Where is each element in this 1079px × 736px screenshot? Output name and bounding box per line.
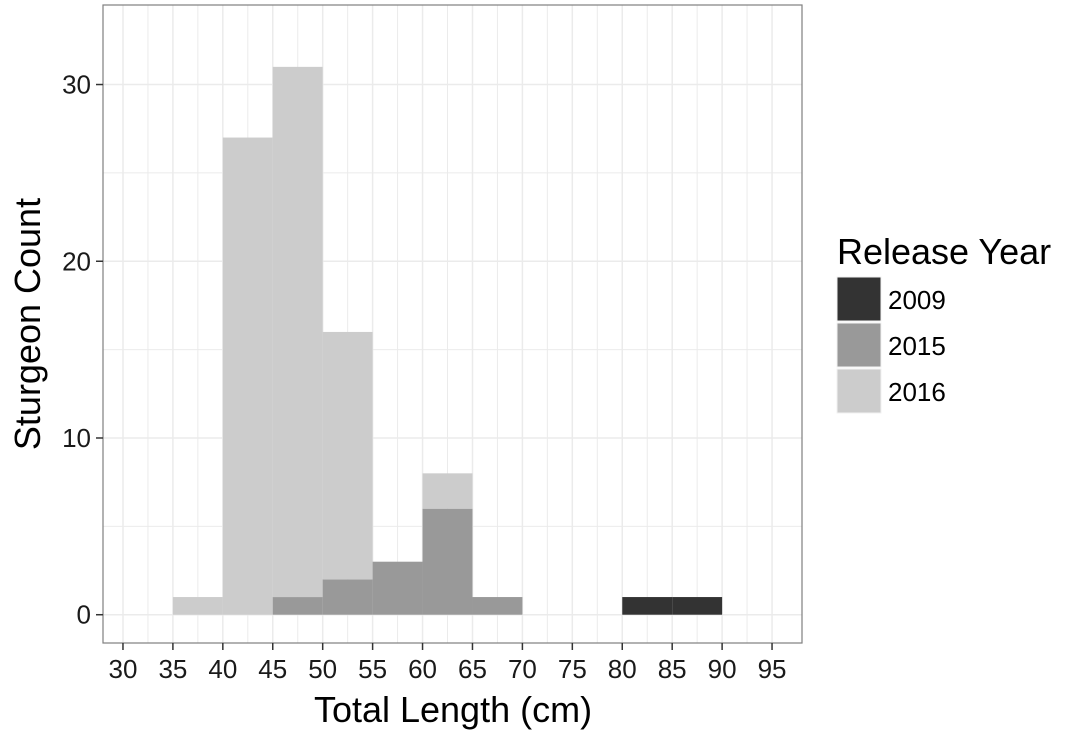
x-tick-label: 45 xyxy=(258,654,287,684)
x-axis-title: Total Length (cm) xyxy=(314,689,592,730)
x-tick-label: 90 xyxy=(708,654,737,684)
y-tick-label: 30 xyxy=(62,70,91,100)
bar-2015-60 xyxy=(422,508,473,615)
bar-2016-60 xyxy=(422,473,473,509)
x-tick-label: 80 xyxy=(608,654,637,684)
bar-2015-45 xyxy=(272,597,323,615)
bar-2015-50 xyxy=(322,579,373,615)
legend-label-2009: 2009 xyxy=(888,285,946,315)
legend-swatch-2009 xyxy=(837,277,881,321)
x-tick-label: 40 xyxy=(208,654,237,684)
x-tick-label: 70 xyxy=(508,654,537,684)
plot-panel xyxy=(102,4,803,644)
bar-2009-80 xyxy=(622,597,673,615)
x-tick-label: 65 xyxy=(458,654,487,684)
bar-2016-45 xyxy=(272,66,323,598)
y-axis: 0 10 20 30 xyxy=(62,70,103,630)
x-tick-label: 35 xyxy=(158,654,187,684)
x-tick-label: 85 xyxy=(658,654,687,684)
y-tick-label: 10 xyxy=(62,423,91,453)
legend-swatch-2016 xyxy=(837,369,881,413)
x-axis: 30 35 40 45 50 55 60 65 70 75 80 85 90 95 xyxy=(109,643,787,684)
x-tick-label: 75 xyxy=(558,654,587,684)
bar-2016-35 xyxy=(172,597,223,615)
x-tick-label: 60 xyxy=(408,654,437,684)
x-tick-label: 30 xyxy=(109,654,138,684)
bar-2016-50 xyxy=(322,331,373,580)
legend-swatch-2015 xyxy=(837,323,881,367)
legend: Release Year 2009 2015 2016 xyxy=(835,231,1051,415)
bar-2009-85 xyxy=(672,597,723,615)
legend-label-2016: 2016 xyxy=(888,377,946,407)
bar-2015-55 xyxy=(372,561,423,615)
legend-title: Release Year xyxy=(837,231,1051,272)
x-tick-label: 50 xyxy=(308,654,337,684)
y-axis-title: Sturgeon Count xyxy=(7,198,48,450)
x-tick-label: 55 xyxy=(358,654,387,684)
bar-2016-40 xyxy=(222,137,273,615)
y-tick-label: 0 xyxy=(77,600,91,630)
panel-border xyxy=(102,4,803,644)
bar-2015-65 xyxy=(472,597,523,615)
legend-label-2015: 2015 xyxy=(888,331,946,361)
x-tick-label: 95 xyxy=(758,654,787,684)
y-tick-label: 20 xyxy=(62,246,91,276)
